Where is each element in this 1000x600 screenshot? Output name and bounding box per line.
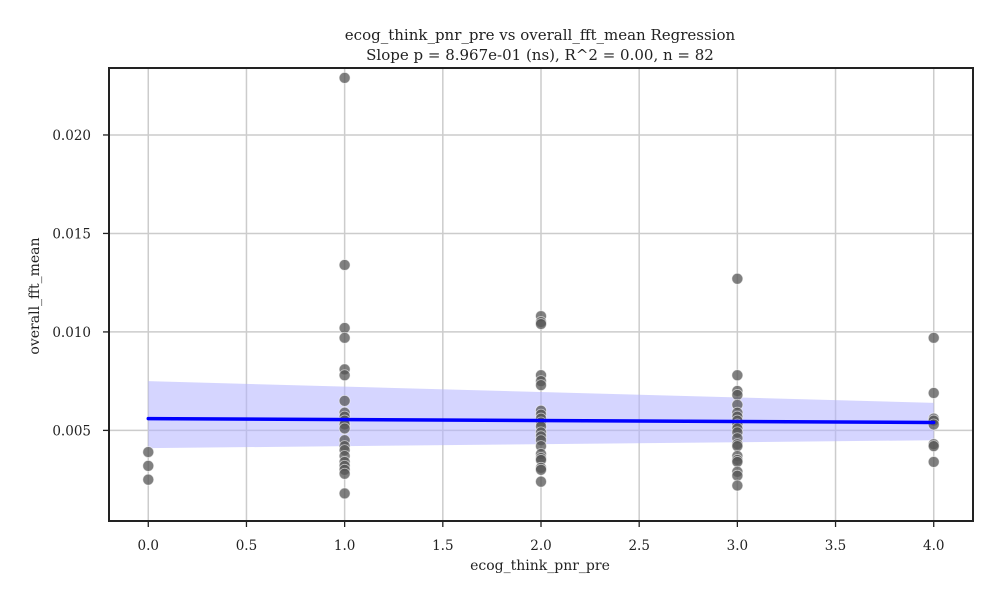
x-tick-label: 2.0: [530, 538, 551, 554]
data-point: [927, 387, 940, 399]
x-tick-label: 4.0: [923, 538, 944, 554]
x-tick-label: 0.0: [138, 538, 159, 554]
scatter-points: [142, 71, 940, 500]
data-point: [731, 479, 744, 492]
data-point: [338, 322, 351, 334]
data-point: [338, 331, 351, 344]
data-point: [142, 473, 155, 486]
y-tick-label: 0.005: [52, 423, 91, 439]
data-point: [338, 394, 351, 407]
data-point: [142, 446, 155, 458]
data-point: [338, 259, 351, 271]
data-point: [338, 71, 351, 84]
data-point: [338, 487, 351, 500]
data-point: [338, 422, 351, 435]
data-point: [142, 459, 155, 472]
data-point: [535, 463, 547, 476]
x-tick-label: 1.5: [432, 538, 453, 554]
x-axis-label: ecog_think_pnr_pre: [470, 558, 610, 574]
y-tick-label: 0.020: [52, 128, 91, 144]
chart-subtitle: Slope p = 8.967e-01 (ns), R^2 = 0.00, n …: [366, 46, 714, 64]
data-point: [731, 469, 744, 482]
data-point: [338, 369, 351, 382]
x-tick-label: 3.0: [727, 538, 748, 554]
regression-line: [146, 416, 936, 425]
chart-title: ecog_think_pnr_pre vs overall_fft_mean R…: [345, 26, 736, 44]
data-point: [535, 475, 547, 488]
data-point: [731, 272, 744, 285]
x-tick-label: 0.5: [236, 538, 257, 554]
data-point: [731, 440, 744, 453]
data-point: [927, 456, 940, 468]
data-point: [927, 440, 940, 453]
data-point: [338, 467, 351, 480]
axis-ticks: 0.0 0.5 1.0 1.5 2.0 2.5 3.0 3.5 4.0 0.005 0.010 0.0…: [52, 128, 944, 554]
data-point: [927, 331, 940, 344]
x-tick-label: 2.5: [628, 538, 649, 554]
data-point: [731, 389, 744, 401]
x-tick-label: 1.0: [334, 538, 355, 554]
data-point: [731, 369, 744, 382]
x-tick-label: 3.5: [825, 538, 846, 554]
data-point: [731, 456, 744, 468]
y-tick-label: 0.010: [52, 325, 91, 341]
y-tick-label: 0.015: [52, 226, 91, 242]
data-point: [927, 418, 940, 431]
regression-line-layer: [146, 416, 936, 425]
data-point: [535, 318, 547, 330]
y-axis-label: overall_fft_mean: [27, 237, 43, 354]
data-point: [535, 379, 547, 392]
